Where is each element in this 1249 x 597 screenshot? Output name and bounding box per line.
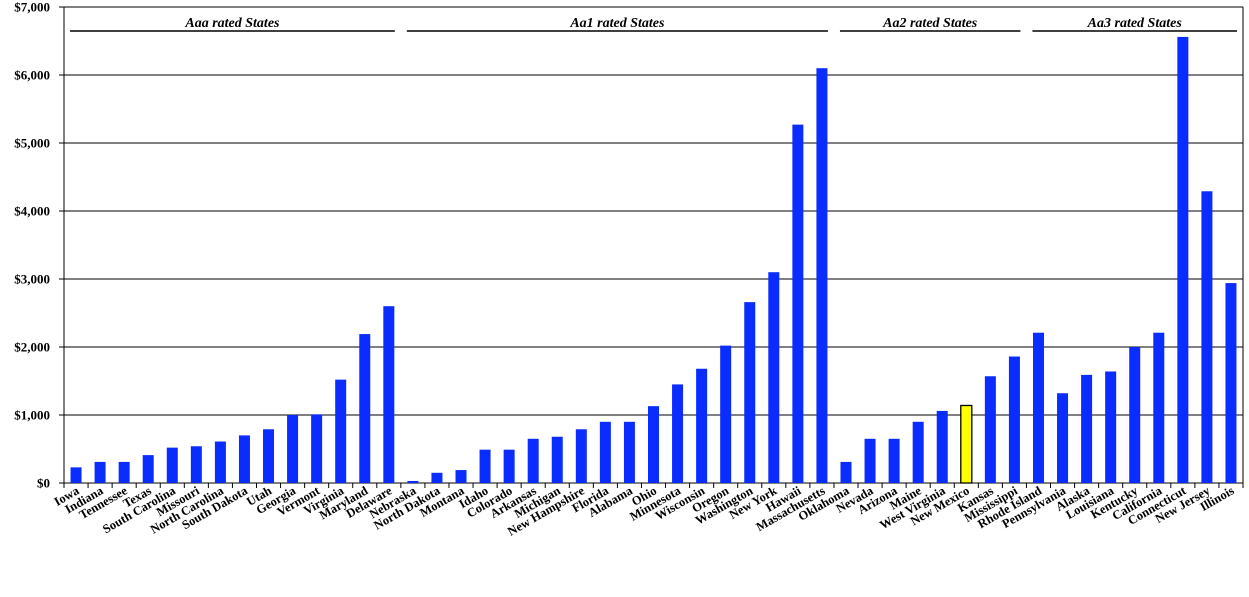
- bar: [1105, 371, 1117, 483]
- bar: [648, 406, 659, 483]
- bar: [1008, 356, 1020, 483]
- bar: [359, 334, 371, 483]
- bar: [816, 68, 828, 483]
- bar: [1153, 332, 1165, 483]
- bar: [672, 384, 684, 483]
- group-label: Aa2 rated States: [882, 16, 978, 31]
- y-tick-label: $5,000: [14, 136, 50, 151]
- bar: [118, 461, 130, 483]
- bar: [1032, 332, 1044, 483]
- bar: [431, 472, 443, 483]
- bar: [70, 467, 82, 483]
- group-label: Aa3 rated States: [1087, 16, 1183, 31]
- bar: [744, 302, 756, 483]
- y-tick-label: $6,000: [14, 68, 50, 83]
- bar: [696, 368, 708, 483]
- bar: [1081, 374, 1093, 483]
- y-tick-label: $3,000: [14, 272, 50, 287]
- bar: [960, 404, 973, 484]
- bar: [1057, 393, 1069, 483]
- bar: [142, 455, 154, 483]
- bar: [1177, 36, 1189, 484]
- bar: [238, 435, 250, 483]
- group-label: Aaa rated States: [184, 16, 280, 31]
- bar: [311, 414, 323, 483]
- bar: [503, 449, 515, 483]
- bar: [888, 438, 900, 483]
- bar: [214, 441, 226, 483]
- bar: [527, 438, 539, 483]
- bar: [623, 421, 635, 483]
- bar: [190, 446, 202, 483]
- bar: [936, 410, 948, 483]
- bar: [1225, 283, 1237, 483]
- bar: [840, 461, 852, 483]
- group-label: Aa1 rated States: [569, 16, 665, 31]
- bar: [287, 415, 299, 483]
- bar: [1201, 191, 1213, 483]
- bar: [575, 429, 587, 483]
- bar: [1129, 347, 1141, 483]
- bar: [166, 447, 178, 483]
- bar: [864, 438, 876, 483]
- bar: [768, 272, 780, 483]
- bar: [479, 449, 491, 483]
- bar: [335, 379, 347, 483]
- bar: [984, 376, 996, 483]
- bar: [912, 421, 924, 483]
- bar: [383, 306, 395, 483]
- bar: [792, 124, 804, 483]
- bar: [455, 470, 467, 483]
- y-tick-label: $1,000: [14, 408, 50, 423]
- y-tick-label: $4,000: [14, 204, 50, 219]
- bar: [407, 480, 419, 483]
- bar: [551, 436, 563, 483]
- y-tick-label: $7,000: [14, 0, 50, 15]
- y-tick-label: $2,000: [14, 340, 50, 355]
- bar: [599, 421, 611, 483]
- bar: [720, 345, 732, 483]
- bar: [94, 461, 106, 483]
- y-tick-label: $0: [37, 476, 50, 491]
- bar: [263, 429, 275, 483]
